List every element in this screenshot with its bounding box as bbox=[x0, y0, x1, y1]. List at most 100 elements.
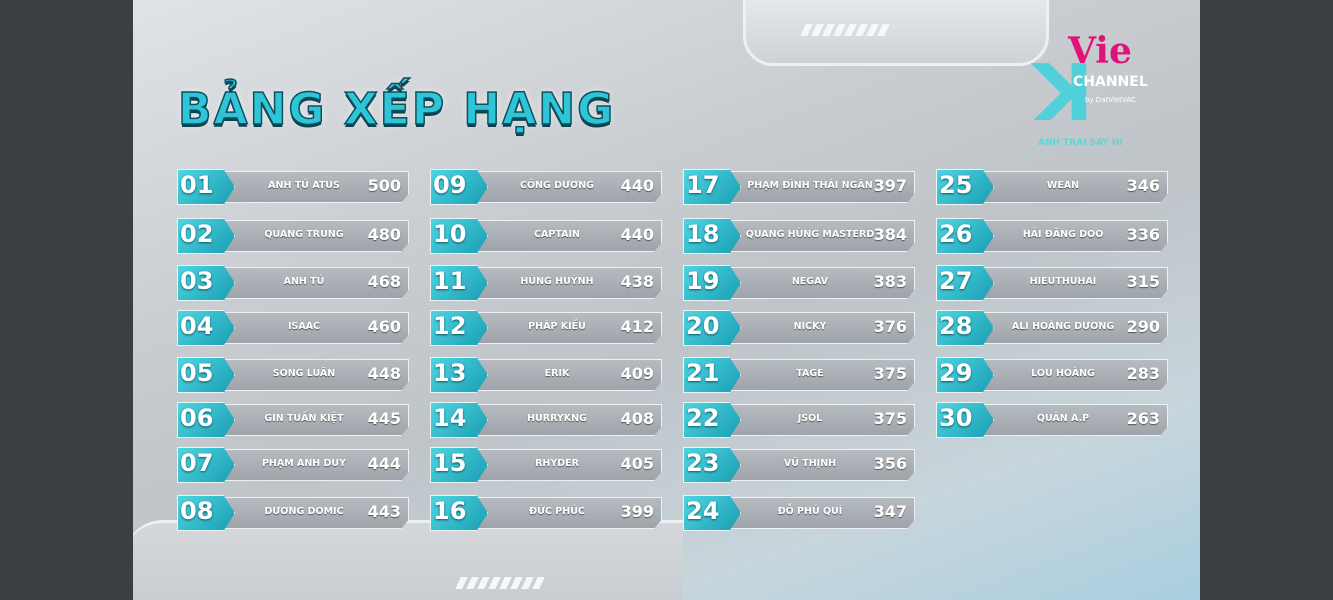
rank-badge bbox=[683, 495, 741, 531]
contestant-name: GIN TUẤN KIỆT bbox=[264, 413, 344, 424]
rank-badge bbox=[430, 218, 488, 254]
stripes-decoration bbox=[800, 24, 890, 36]
ranking-bar bbox=[207, 359, 409, 391]
contestant-name: ANH TÚ bbox=[283, 276, 325, 287]
rank-badge bbox=[430, 495, 488, 531]
rank-badge bbox=[430, 402, 488, 438]
contestant-name: LOU HOÀNG bbox=[1031, 368, 1095, 379]
rank-badge bbox=[683, 310, 741, 346]
rank-number: 05 bbox=[180, 359, 214, 387]
rank-number: 06 bbox=[180, 404, 214, 432]
ranking-bar bbox=[460, 449, 662, 481]
rank-badge bbox=[683, 402, 741, 438]
rank-badge bbox=[430, 265, 488, 301]
ranking-row: 20 NICKY 376 bbox=[683, 310, 915, 346]
ranking-row: 14 HURRYKNG 408 bbox=[430, 402, 662, 438]
contestant-name: NICKY bbox=[793, 321, 827, 332]
contestant-score: 409 bbox=[620, 364, 654, 383]
contestant-score: 440 bbox=[620, 225, 654, 244]
ranking-bar bbox=[966, 171, 1168, 203]
contestant-score: 405 bbox=[620, 454, 654, 473]
ranking-bar bbox=[207, 312, 409, 344]
ranking-row: 10 CAPTAIN 440 bbox=[430, 218, 662, 254]
contestant-name: ERIK bbox=[544, 368, 570, 379]
rank-number: 16 bbox=[433, 497, 467, 525]
stripes-decoration bbox=[455, 577, 545, 589]
contestant-name: ANH TÚ ATUS bbox=[268, 180, 340, 191]
contestant-name: PHẠM ANH DUY bbox=[261, 458, 347, 469]
ranking-bar bbox=[966, 267, 1168, 299]
contestant-name: QUANG TRUNG bbox=[264, 229, 344, 240]
rank-number: 17 bbox=[686, 171, 720, 199]
ranking-bar bbox=[460, 404, 662, 436]
contestant-score: 376 bbox=[873, 317, 907, 336]
ranking-row: 26 HẢI ĐĂNG DOO 336 bbox=[936, 218, 1168, 254]
ranking-bar bbox=[713, 359, 915, 391]
rank-number: 28 bbox=[939, 312, 973, 340]
ranking-bar bbox=[966, 312, 1168, 344]
contestant-name: VŨ THỊNH bbox=[783, 458, 837, 469]
ranking-row: 13 ERIK 409 bbox=[430, 357, 662, 393]
ranking-row: 09 CÔNG DƯƠNG 440 bbox=[430, 169, 662, 205]
ranking-bar bbox=[966, 220, 1168, 252]
contestant-name: QUANG HÙNG MASTERD bbox=[745, 229, 875, 240]
contestant-score: 440 bbox=[620, 176, 654, 195]
rank-number: 13 bbox=[433, 359, 467, 387]
contestant-name: SONG LUÂN bbox=[272, 368, 336, 379]
logo-brand: Vie bbox=[1068, 30, 1132, 72]
ranking-bar bbox=[460, 267, 662, 299]
ranking-row: 15 RHYDER 405 bbox=[430, 447, 662, 483]
ranking-bar bbox=[207, 267, 409, 299]
rank-number: 25 bbox=[939, 171, 973, 199]
contestant-score: 375 bbox=[873, 364, 907, 383]
contestant-name: NEGAV bbox=[791, 276, 829, 287]
ranking-row: 28 ALI HOÀNG DƯƠNG 290 bbox=[936, 310, 1168, 346]
ranking-bar bbox=[207, 449, 409, 481]
contestant-score: 444 bbox=[367, 454, 401, 473]
contestant-score: 263 bbox=[1126, 409, 1160, 428]
rank-number: 10 bbox=[433, 220, 467, 248]
contestant-score: 347 bbox=[873, 502, 907, 521]
rank-number: 30 bbox=[939, 404, 973, 432]
ranking-bar bbox=[460, 359, 662, 391]
rank-number: 27 bbox=[939, 267, 973, 295]
ranking-row: 04 ISAAC 460 bbox=[177, 310, 409, 346]
ranking-row: 11 HÙNG HUỲNH 438 bbox=[430, 265, 662, 301]
rank-number: 24 bbox=[686, 497, 720, 525]
rank-badge bbox=[683, 265, 741, 301]
ranking-row: 02 QUANG TRUNG 480 bbox=[177, 218, 409, 254]
rank-number: 01 bbox=[180, 171, 214, 199]
rank-number: 18 bbox=[686, 220, 720, 248]
rank-badge bbox=[177, 310, 235, 346]
contestant-score: 408 bbox=[620, 409, 654, 428]
contestant-name: PHẠM ĐÌNH THÁI NGÂN bbox=[747, 180, 873, 191]
contestant-score: 346 bbox=[1126, 176, 1160, 195]
ranking-bar bbox=[207, 171, 409, 203]
rank-number: 14 bbox=[433, 404, 467, 432]
rank-badge bbox=[177, 447, 235, 483]
ranking-bar bbox=[966, 359, 1168, 391]
contestant-score: 397 bbox=[873, 176, 907, 195]
top-frame-decoration bbox=[743, 0, 1049, 66]
rank-number: 12 bbox=[433, 312, 467, 340]
rank-badge bbox=[430, 357, 488, 393]
ranking-row: 08 DƯƠNG DOMIC 443 bbox=[177, 495, 409, 531]
rank-number: 07 bbox=[180, 449, 214, 477]
ranking-bar bbox=[713, 312, 915, 344]
contestant-score: 384 bbox=[873, 225, 907, 244]
rank-badge bbox=[430, 169, 488, 205]
contestant-name: DƯƠNG DOMIC bbox=[264, 506, 344, 517]
rank-badge bbox=[177, 495, 235, 531]
logo-by: by DatVietVAC bbox=[1085, 96, 1136, 104]
ranking-bar bbox=[207, 220, 409, 252]
rank-badge bbox=[683, 169, 741, 205]
contestant-score: 290 bbox=[1126, 317, 1160, 336]
contestant-score: 443 bbox=[367, 502, 401, 521]
contestant-score: 480 bbox=[367, 225, 401, 244]
ranking-row: 01 ANH TÚ ATUS 500 bbox=[177, 169, 409, 205]
rank-number: 08 bbox=[180, 497, 214, 525]
rank-number: 23 bbox=[686, 449, 720, 477]
rank-badge bbox=[936, 402, 994, 438]
ranking-bar bbox=[207, 404, 409, 436]
rank-number: 20 bbox=[686, 312, 720, 340]
